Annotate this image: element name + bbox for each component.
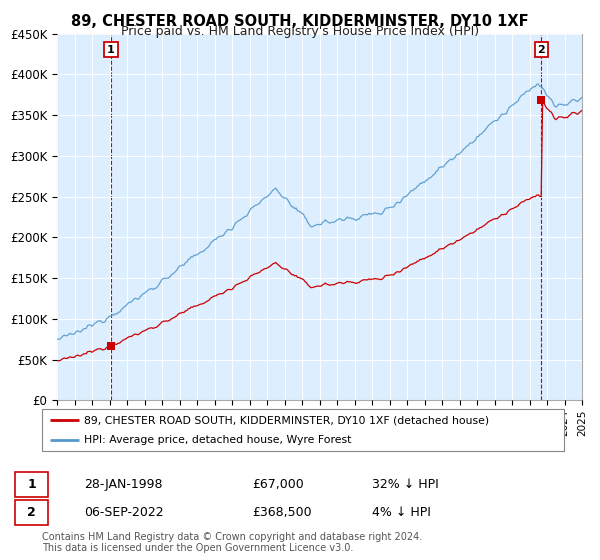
Text: 28-JAN-1998: 28-JAN-1998 xyxy=(84,478,163,491)
Text: 1: 1 xyxy=(27,478,36,491)
Text: 2: 2 xyxy=(27,506,36,519)
Text: 4% ↓ HPI: 4% ↓ HPI xyxy=(372,506,431,519)
Text: 2: 2 xyxy=(538,45,545,55)
Text: 32% ↓ HPI: 32% ↓ HPI xyxy=(372,478,439,491)
Text: HPI: Average price, detached house, Wyre Forest: HPI: Average price, detached house, Wyre… xyxy=(84,435,351,445)
Text: Contains HM Land Registry data © Crown copyright and database right 2024.
This d: Contains HM Land Registry data © Crown c… xyxy=(42,531,422,553)
Text: 89, CHESTER ROAD SOUTH, KIDDERMINSTER, DY10 1XF (detached house): 89, CHESTER ROAD SOUTH, KIDDERMINSTER, D… xyxy=(84,415,489,425)
Text: 06-SEP-2022: 06-SEP-2022 xyxy=(84,506,164,519)
Text: 1: 1 xyxy=(107,45,115,55)
Text: £67,000: £67,000 xyxy=(252,478,304,491)
Text: 89, CHESTER ROAD SOUTH, KIDDERMINSTER, DY10 1XF: 89, CHESTER ROAD SOUTH, KIDDERMINSTER, D… xyxy=(71,14,529,29)
Text: Price paid vs. HM Land Registry's House Price Index (HPI): Price paid vs. HM Land Registry's House … xyxy=(121,25,479,38)
Text: £368,500: £368,500 xyxy=(252,506,311,519)
